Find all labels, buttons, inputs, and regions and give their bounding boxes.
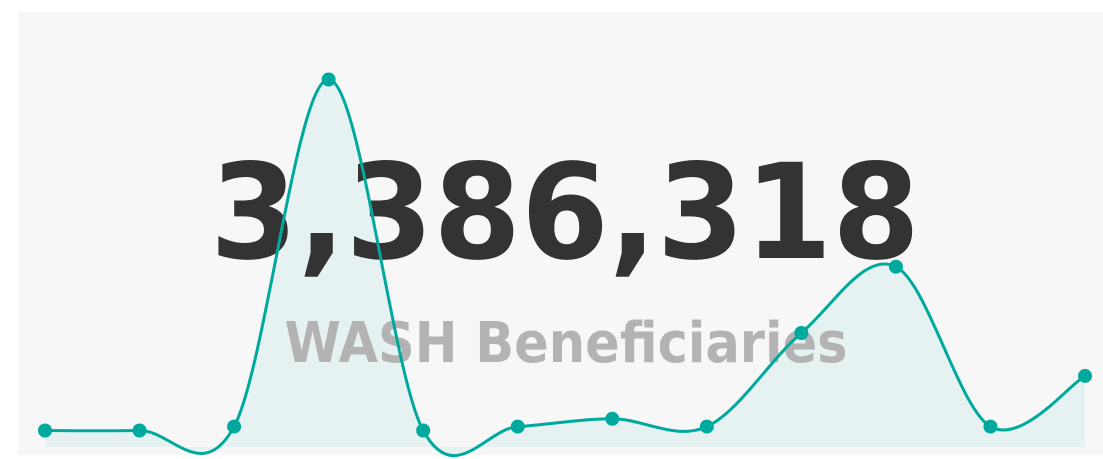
sparkline-area: [45, 79, 1085, 456]
kpi-value: 3,386,318: [210, 136, 920, 290]
marker: [132, 423, 147, 438]
marker: [888, 259, 903, 274]
marker: [605, 411, 620, 426]
sparkline: [38, 72, 1092, 458]
marker: [983, 419, 998, 434]
marker: [699, 419, 714, 434]
marker: [227, 419, 242, 434]
marker: [38, 423, 52, 438]
area: [45, 79, 1085, 456]
marker: [416, 423, 431, 438]
marker: [321, 72, 336, 87]
marker: [794, 326, 809, 340]
marker: [510, 419, 525, 434]
marker: [1078, 368, 1092, 383]
kpi-label: WASH Beneficiaries: [285, 311, 848, 376]
